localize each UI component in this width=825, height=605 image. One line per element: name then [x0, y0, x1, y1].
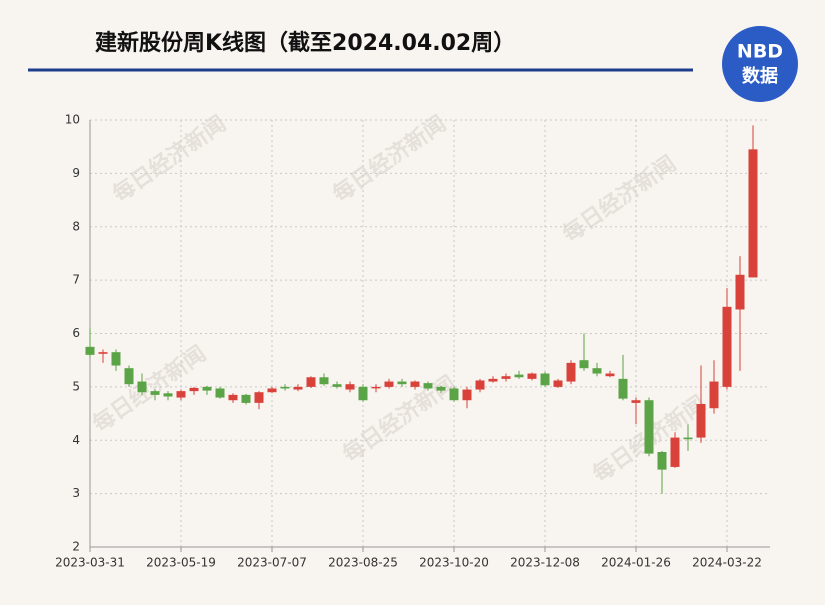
candle-body [280, 386, 290, 389]
candle-body [709, 381, 719, 409]
candle-body [722, 306, 732, 387]
candle-body [111, 352, 121, 366]
y-tick-label: 10 [65, 113, 80, 127]
candle-body [553, 380, 563, 387]
x-tick-label: 2023-08-25 [328, 556, 398, 570]
candle-body [605, 373, 615, 377]
candle-body [332, 384, 342, 387]
candle-body [163, 393, 173, 397]
x-tick-label: 2023-10-20 [419, 556, 489, 570]
candle-body [449, 388, 459, 401]
candle-body [618, 378, 628, 399]
candle-body [176, 391, 186, 398]
candle-body [345, 384, 355, 390]
candle-body [124, 368, 134, 385]
candle-body [657, 451, 667, 470]
candle-body [514, 374, 524, 378]
candle-body [475, 380, 485, 390]
candle-body [384, 381, 394, 387]
candle-body [241, 394, 251, 403]
candle-body [644, 400, 654, 454]
x-tick-label: 2024-03-22 [692, 556, 762, 570]
chart-title: 建新股份周K线图（截至2024.04.02周） [95, 30, 515, 56]
x-tick-label: 2024-01-26 [601, 556, 671, 570]
x-tick-label: 2023-12-08 [510, 556, 580, 570]
candle-body [670, 437, 680, 467]
candle-body [410, 381, 420, 387]
x-tick-label: 2023-07-07 [237, 556, 307, 570]
candle-body [566, 362, 576, 382]
candle-body [137, 381, 147, 393]
candle-body [397, 381, 407, 385]
y-tick-label: 7 [72, 273, 80, 287]
candle-body [631, 400, 641, 403]
candle-body [228, 394, 238, 401]
candle-body [215, 388, 225, 398]
y-tick-label: 8 [72, 219, 80, 233]
candle-body [358, 386, 368, 401]
candle-body [540, 373, 550, 386]
candle-body [319, 377, 329, 385]
candle-body [267, 388, 277, 393]
candle-body [306, 377, 316, 387]
candle-body [254, 392, 264, 403]
candle-body [501, 376, 511, 379]
candle-body [748, 149, 758, 278]
candle-body [189, 387, 199, 392]
y-tick-label: 5 [72, 379, 80, 393]
candle-body [98, 352, 108, 354]
candle-body [735, 274, 745, 310]
y-tick-label: 9 [72, 166, 80, 180]
y-tick-label: 3 [72, 486, 80, 500]
candle-body [423, 383, 433, 389]
candle-body [592, 368, 602, 374]
x-tick-label: 2023-03-31 [55, 556, 125, 570]
candle-body [462, 389, 472, 401]
logo-bottom: 数据 [742, 65, 778, 87]
candle-body [150, 391, 160, 395]
x-tick-label: 2023-05-19 [146, 556, 216, 570]
candle-body [371, 386, 381, 389]
y-tick-label: 6 [72, 326, 80, 340]
candle-body [85, 346, 95, 355]
candle-body [436, 386, 446, 391]
candle-body [527, 373, 537, 379]
candle-body [488, 378, 498, 382]
y-tick-label: 2 [72, 540, 80, 554]
logo [722, 26, 798, 102]
candle-body [293, 386, 303, 390]
candle-body [579, 360, 589, 369]
logo-top: NBD [737, 41, 783, 63]
candle-body [696, 403, 706, 438]
candle-body [683, 437, 693, 440]
candle-body [202, 386, 212, 391]
y-tick-label: 4 [72, 433, 80, 447]
